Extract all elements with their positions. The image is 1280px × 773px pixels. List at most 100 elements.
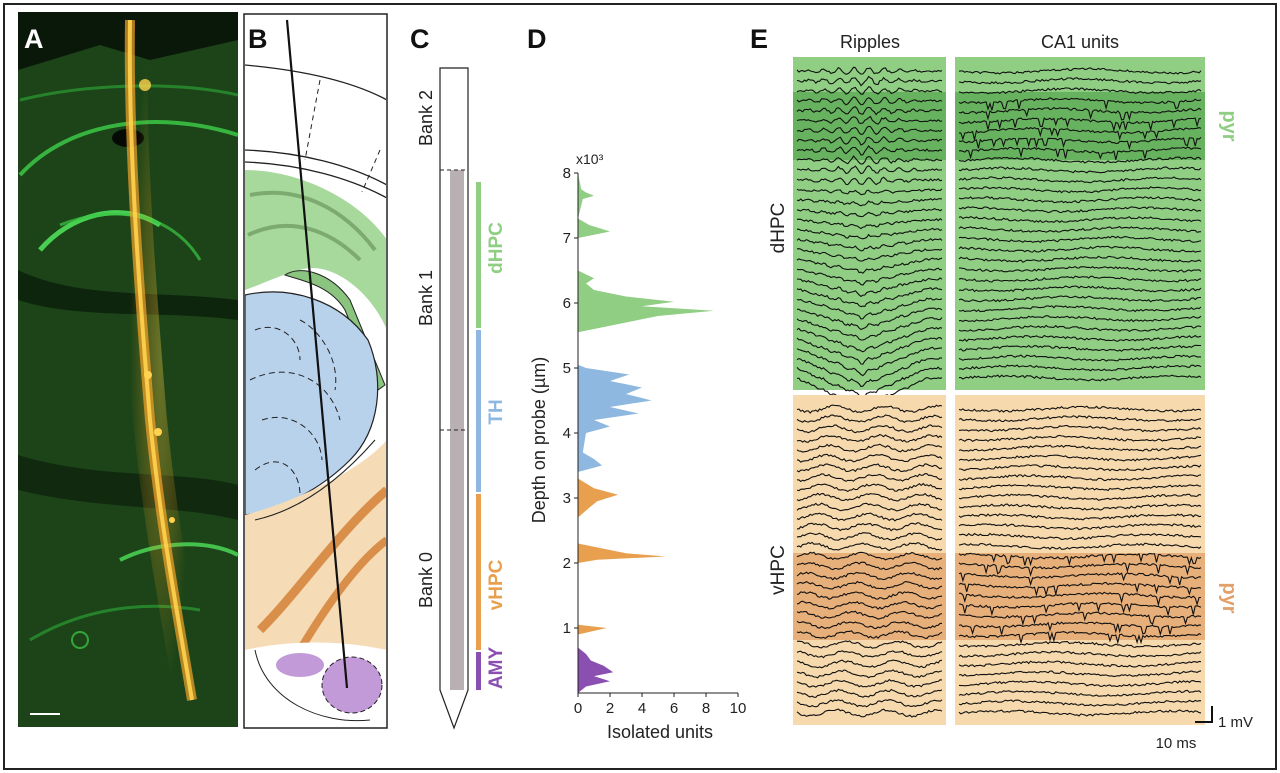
trace (958, 364, 1202, 372)
y-tick-label: 8 (563, 165, 571, 182)
scale-time-label: 10 ms (1156, 735, 1197, 752)
trace (796, 453, 943, 463)
trace (796, 297, 943, 320)
trace (796, 699, 943, 708)
trace (958, 235, 1202, 244)
trace (958, 415, 1202, 423)
trace (958, 572, 1202, 587)
trace (958, 660, 1202, 668)
trace (958, 513, 1202, 521)
y-tick-label: 5 (563, 360, 571, 377)
trace (796, 433, 943, 443)
trace (958, 552, 1202, 567)
region-th-label: TH (486, 399, 507, 424)
trace (958, 225, 1202, 233)
trace (796, 66, 943, 75)
trace (796, 337, 943, 365)
chart-ylabel: Depth on probe (µm) (529, 357, 549, 523)
trace (796, 248, 943, 262)
trace (796, 512, 943, 522)
trace (796, 198, 943, 207)
trace (958, 434, 1202, 442)
trace (958, 483, 1202, 492)
x-tick-label: 8 (702, 700, 710, 717)
trace (958, 641, 1202, 648)
trace (958, 542, 1202, 550)
chart-xlabel: Isolated units (607, 722, 713, 742)
trace (796, 414, 943, 423)
trace (958, 215, 1202, 224)
trace (796, 650, 943, 659)
panel-c-label: C (410, 24, 430, 54)
trace (796, 326, 943, 353)
trace (796, 317, 943, 341)
trace (958, 285, 1202, 293)
trace (796, 669, 943, 679)
y-tick-label: 6 (563, 295, 571, 312)
scale-bar (1195, 706, 1213, 723)
region-vhpc-label: vHPC (486, 559, 507, 610)
trace (796, 640, 943, 649)
trace (796, 620, 942, 630)
y-tick-label: 2 (563, 555, 571, 572)
chart-y-multiplier: x10³ (576, 151, 604, 167)
panel-c-probe: C Bank 2 Bank 1 Bank 0 dHPC TH vHPC AMY (410, 24, 507, 730)
trace (958, 305, 1202, 313)
trace (958, 245, 1202, 253)
series-dhpc-area (578, 173, 714, 333)
trace (796, 463, 943, 473)
dhpc-units-pyr-band (955, 92, 1205, 160)
trace (958, 166, 1202, 174)
panel-b-schematic: B (243, 13, 388, 729)
trace (796, 571, 943, 581)
trace (796, 357, 943, 388)
trace (958, 176, 1202, 184)
trace (958, 601, 1202, 617)
trace (958, 650, 1202, 658)
trace (958, 186, 1202, 194)
trace (796, 115, 943, 125)
trace (958, 425, 1202, 433)
y-tick-label: 7 (563, 230, 571, 247)
trace (958, 474, 1202, 482)
x-tick-label: 6 (670, 700, 678, 717)
trace (958, 709, 1202, 717)
trace (958, 454, 1202, 462)
trace (958, 611, 1202, 627)
trace (958, 196, 1202, 204)
trace (958, 87, 1202, 95)
col-title-ca1-units: CA1 units (1041, 32, 1119, 52)
trace (796, 473, 943, 483)
trace (796, 610, 943, 620)
panel-e-traces: E Ripples CA1 units dHPC vHPC pyr pyr 10… (750, 24, 1253, 752)
trace (796, 237, 943, 252)
trace (796, 188, 943, 196)
trace (796, 688, 943, 698)
trace (958, 315, 1202, 323)
row-label-dhpc: dHPC (768, 203, 789, 254)
x-tick-label: 0 (574, 700, 582, 717)
trace (796, 135, 943, 146)
panel-e-label: E (750, 24, 768, 54)
series-vhpc-area (578, 478, 666, 635)
trace (796, 541, 943, 552)
panel-d-chart: D x10³ 1 2 3 4 5 6 7 8 0 2 4 6 8 10 Isolated units De… (527, 24, 746, 742)
trace (958, 503, 1202, 511)
row-label-vhpc: vHPC (768, 545, 789, 595)
trace (958, 523, 1202, 531)
trace (958, 405, 1202, 413)
panel-a-label: A (24, 24, 44, 54)
trace (958, 334, 1202, 342)
trace (796, 551, 943, 561)
trace (796, 591, 943, 600)
trace (796, 86, 943, 95)
trace (958, 581, 1202, 597)
trace (796, 659, 943, 669)
y-tick-label: 4 (563, 425, 571, 442)
trace (958, 255, 1202, 263)
bank1-label: Bank 1 (416, 270, 436, 326)
trace (958, 97, 1202, 111)
trace (796, 502, 943, 512)
trace (958, 126, 1202, 141)
trace (958, 77, 1202, 85)
